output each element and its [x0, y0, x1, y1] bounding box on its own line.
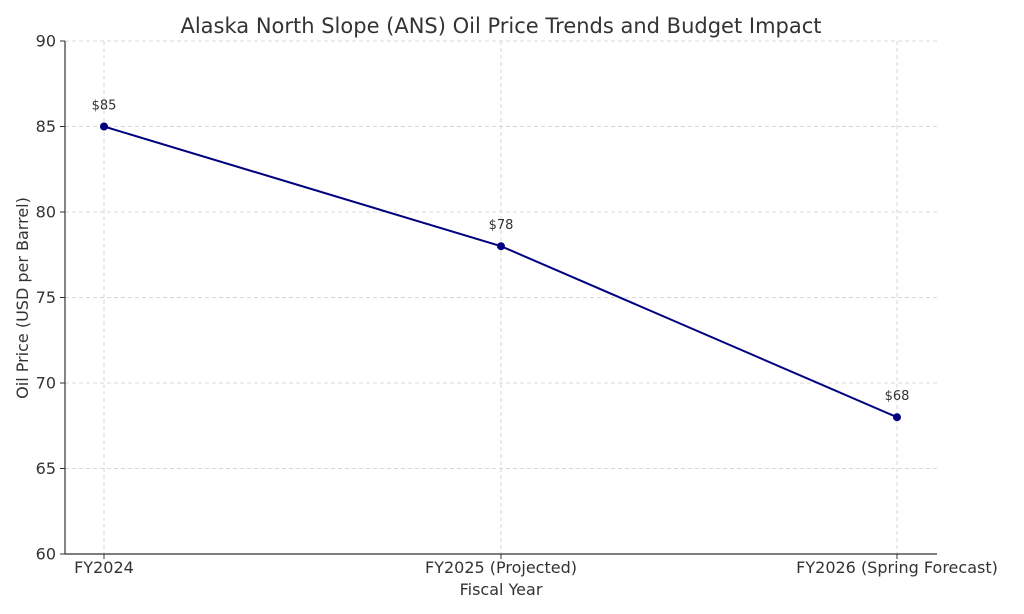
y-tick-label: 80: [36, 203, 56, 222]
x-axis-title: Fiscal Year: [460, 580, 543, 599]
data-label: $78: [489, 218, 514, 233]
y-tick-label: 60: [36, 545, 56, 564]
chart-title: Alaska North Slope (ANS) Oil Price Trend…: [180, 14, 821, 38]
data-point: [497, 242, 505, 251]
x-tick-label: FY2026 (Spring Forecast): [796, 558, 998, 577]
grid: [65, 40, 937, 555]
data-point: [893, 413, 901, 422]
y-tick-label: 90: [36, 32, 56, 51]
series-layer: [100, 122, 901, 422]
data-point: [100, 122, 108, 131]
data-label: $85: [92, 99, 117, 114]
y-tick-label: 75: [36, 288, 56, 307]
y-tick-label: 85: [36, 117, 56, 136]
labels-layer: $85 $78 $68: [92, 99, 910, 405]
y-axis-title: Oil Price (USD per Barrel): [13, 197, 32, 399]
y-tick-label: 65: [36, 459, 56, 478]
data-label: $68: [885, 389, 910, 404]
x-tick-label: FY2024: [74, 558, 134, 577]
y-tick-label: 70: [36, 374, 56, 393]
series-line: [103, 125, 898, 419]
axes: 60 65 70 75 80 85 90 FY2024 FY2025 (Projected) FY…: [36, 32, 998, 578]
x-tick-label: FY2025 (Projected): [425, 558, 577, 577]
